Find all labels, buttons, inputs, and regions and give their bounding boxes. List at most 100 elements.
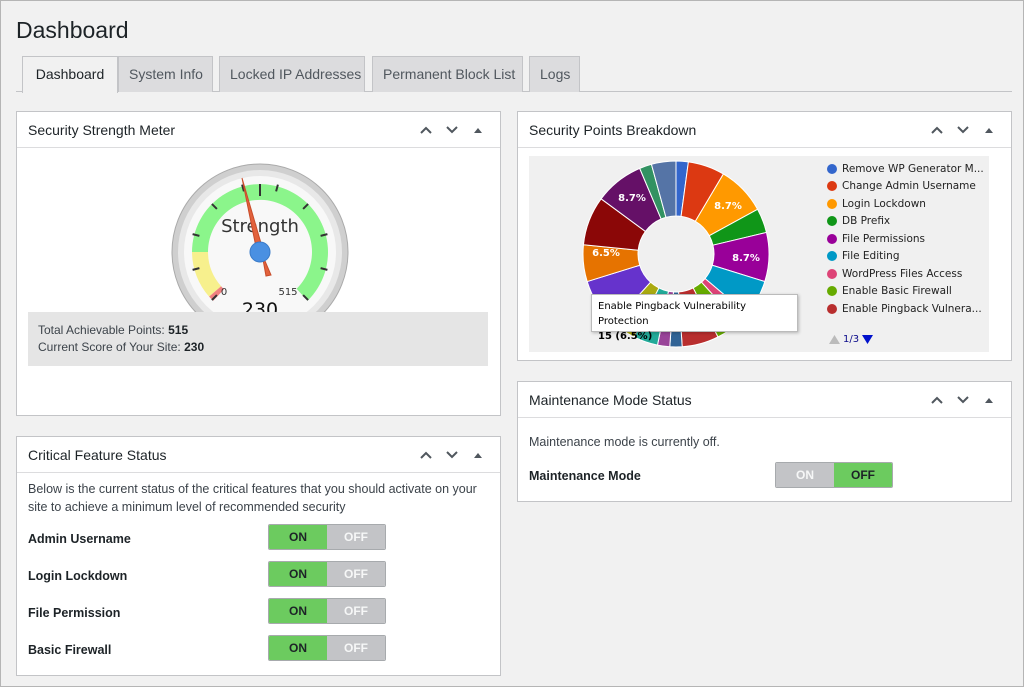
move-down-button[interactable] — [440, 443, 464, 467]
chevron-down-icon — [957, 396, 969, 404]
chart-tooltip: Enable Pingback Vulnerability Protection… — [591, 294, 798, 342]
move-down-button[interactable] — [951, 388, 975, 412]
basic-firewall-toggle[interactable]: ON OFF — [268, 635, 386, 661]
legend-item[interactable]: DB Prefix — [827, 213, 987, 231]
security-points-panel: Security Points Breakdown 8.7% 8.7% 6.5%… — [517, 111, 1012, 361]
move-down-button[interactable] — [440, 118, 464, 142]
move-up-button[interactable] — [414, 443, 438, 467]
maintenance-status-text: Maintenance mode is currently off. — [529, 435, 720, 449]
legend-item[interactable]: Enable Pingback Vulnera... — [827, 300, 987, 318]
chevron-down-icon — [446, 451, 458, 459]
toggle-on[interactable]: ON — [269, 525, 327, 549]
toggle-on[interactable]: ON — [269, 636, 327, 660]
legend-dot — [827, 181, 837, 192]
chart-legend: Remove WP Generator M... Change Admin Us… — [827, 160, 987, 318]
current-score-label: Current Score of Your Site: — [38, 340, 181, 354]
collapse-panel-button[interactable] — [466, 118, 490, 142]
chevron-up-icon — [420, 451, 432, 459]
legend-label: DB Prefix — [842, 215, 891, 228]
current-score-value: 230 — [184, 340, 205, 354]
collapse-panel-button[interactable] — [466, 443, 490, 467]
legend-item[interactable]: Change Admin Username — [827, 178, 987, 196]
triangle-down-icon[interactable] — [862, 335, 874, 344]
panel-header: Security Strength Meter — [17, 112, 500, 148]
legend-label: Enable Pingback Vulnera... — [842, 302, 982, 315]
tooltip-title: Enable Pingback Vulnerability Protection — [598, 301, 746, 327]
gauge-title: Strength — [221, 216, 299, 237]
tab-permanent-block-list[interactable]: Permanent Block List — [372, 56, 523, 92]
slice-label: 8.7% — [714, 201, 742, 212]
toggle-on[interactable]: ON — [269, 562, 327, 586]
toggle-on[interactable]: ON — [776, 463, 834, 487]
legend-dot — [827, 268, 837, 279]
legend-label: File Permissions — [842, 232, 926, 245]
move-up-button[interactable] — [925, 118, 949, 142]
login-lockdown-toggle[interactable]: ON OFF — [268, 561, 386, 587]
caret-up-icon — [474, 453, 482, 458]
legend-label: Enable Basic Firewall — [842, 285, 952, 298]
tab-system-info[interactable]: System Info — [118, 56, 213, 92]
total-points-value: 515 — [168, 323, 189, 337]
legend-item[interactable]: File Permissions — [827, 230, 987, 248]
move-down-button[interactable] — [951, 118, 975, 142]
donut-chart-area: 8.7% 8.7% 6.5% 8.7% Remove WP Generator … — [529, 156, 989, 352]
legend-pager: 1/3 — [829, 334, 874, 345]
pager-text: 1/3 — [843, 334, 860, 345]
panel-title: Critical Feature Status — [28, 447, 167, 463]
feature-label-file-permission: File Permission — [28, 606, 121, 620]
legend-label: WordPress Files Access — [842, 267, 963, 280]
panel-title: Maintenance Mode Status — [529, 392, 692, 408]
caret-up-icon — [985, 398, 993, 403]
total-points-label: Total Achievable Points: — [38, 323, 165, 337]
legend-label: File Editing — [842, 250, 900, 263]
panel-header: Security Points Breakdown — [518, 112, 1011, 148]
legend-item[interactable]: File Editing — [827, 248, 987, 266]
legend-item[interactable]: Login Lockdown — [827, 195, 987, 213]
security-strength-panel: Security Strength Meter Strength 0 — [16, 111, 501, 416]
strength-gauge: Strength 0 515 230 — [171, 163, 349, 341]
collapse-panel-button[interactable] — [977, 118, 1001, 142]
toggle-on[interactable]: ON — [269, 599, 327, 623]
chevron-down-icon — [446, 126, 458, 134]
toggle-off[interactable]: OFF — [327, 636, 385, 660]
toggle-off[interactable]: OFF — [327, 562, 385, 586]
maintenance-mode-toggle[interactable]: ON OFF — [775, 462, 893, 488]
move-up-button[interactable] — [925, 388, 949, 412]
legend-dot — [827, 216, 837, 227]
gauge-hub — [249, 241, 271, 263]
legend-item[interactable]: Enable Basic Firewall — [827, 283, 987, 301]
panel-header: Critical Feature Status — [17, 437, 500, 473]
legend-item[interactable]: WordPress Files Access — [827, 265, 987, 283]
move-up-button[interactable] — [414, 118, 438, 142]
maintenance-mode-label: Maintenance Mode — [529, 469, 641, 483]
tab-logs[interactable]: Logs — [529, 56, 580, 92]
toggle-off[interactable]: OFF — [834, 463, 892, 487]
critical-feature-panel: Critical Feature Status Below is the cur… — [16, 436, 501, 676]
tab-dashboard[interactable]: Dashboard — [22, 56, 118, 93]
gauge-max-label: 515 — [278, 287, 297, 298]
tooltip-value: 15 (6.5%) — [598, 331, 653, 342]
slice-label: 8.7% — [732, 253, 760, 264]
legend-dot — [827, 303, 837, 314]
legend-item[interactable]: Remove WP Generator M... — [827, 160, 987, 178]
toggle-off[interactable]: OFF — [327, 525, 385, 549]
critical-description: Below is the current status of the criti… — [28, 482, 477, 514]
donut-slice[interactable] — [650, 160, 677, 218]
tab-bar: Dashboard System Info Locked IP Addresse… — [16, 56, 1012, 93]
chevron-down-icon — [957, 126, 969, 134]
legend-label: Change Admin Username — [842, 180, 976, 193]
slice-label: 6.5% — [592, 248, 620, 259]
collapse-panel-button[interactable] — [977, 388, 1001, 412]
tab-locked-ip-addresses[interactable]: Locked IP Addresses — [219, 56, 365, 92]
feature-label-basic-firewall: Basic Firewall — [28, 643, 112, 657]
page-title: Dashboard — [16, 17, 129, 43]
gauge-min-label: 0 — [221, 287, 227, 298]
toggle-off[interactable]: OFF — [327, 599, 385, 623]
score-summary: Total Achievable Points: 515 Current Sco… — [28, 312, 488, 366]
admin-username-toggle[interactable]: ON OFF — [268, 524, 386, 550]
chevron-up-icon — [420, 126, 432, 134]
file-permission-toggle[interactable]: ON OFF — [268, 598, 386, 624]
legend-dot — [827, 198, 837, 209]
triangle-up-icon[interactable] — [829, 335, 840, 344]
caret-up-icon — [985, 128, 993, 133]
